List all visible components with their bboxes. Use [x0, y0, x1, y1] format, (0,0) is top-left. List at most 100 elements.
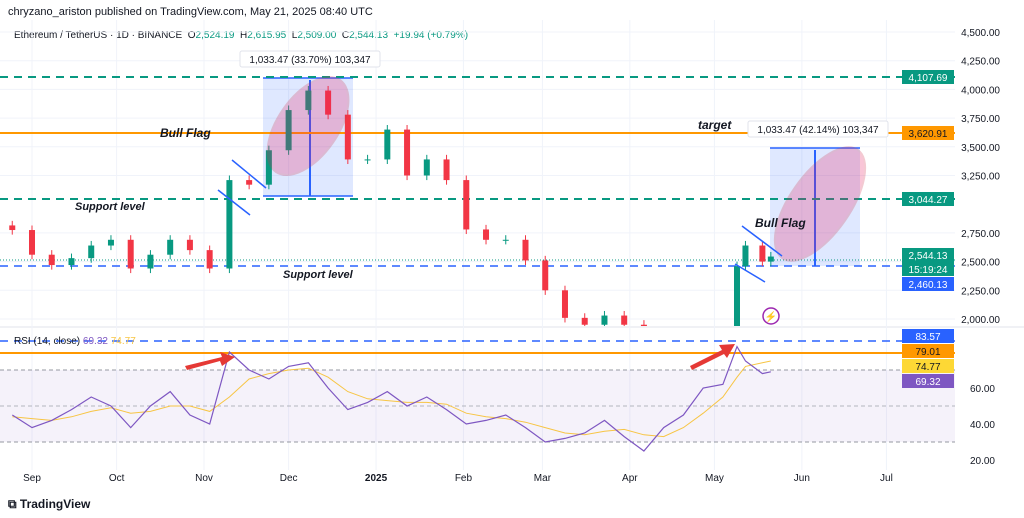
- candle[interactable]: [206, 250, 213, 269]
- x-tick-label: Jun: [794, 473, 810, 484]
- red-arrow-icon: [185, 352, 235, 370]
- candle[interactable]: [759, 245, 766, 262]
- candle[interactable]: [601, 315, 608, 325]
- candle[interactable]: [344, 114, 351, 160]
- rsi-legend[interactable]: RSI (14, close) 69.32 74.77: [14, 336, 136, 347]
- candle[interactable]: [640, 324, 647, 371]
- candle[interactable]: [542, 260, 549, 291]
- candle[interactable]: [186, 239, 193, 251]
- rsi-line: [11, 345, 771, 452]
- candle[interactable]: [767, 256, 774, 262]
- tradingview-icon: ⧉: [8, 497, 17, 511]
- candle[interactable]: [265, 150, 272, 185]
- x-tick-label: Mar: [534, 473, 552, 484]
- candle[interactable]: [700, 342, 706, 359]
- candle[interactable]: [423, 159, 430, 176]
- rsi-legend-label: RSI (14, close): [14, 336, 81, 347]
- close-label: C: [341, 30, 350, 41]
- flag-line-4[interactable]: [734, 263, 766, 283]
- price-label-bg: [902, 262, 954, 276]
- candle[interactable]: [9, 225, 16, 231]
- candle[interactable]: [285, 110, 292, 151]
- candle[interactable]: [325, 90, 332, 115]
- candle[interactable]: [463, 180, 470, 230]
- highlight-ellipse-left[interactable]: [251, 63, 364, 189]
- candle[interactable]: [29, 230, 35, 255]
- candle[interactable]: [742, 245, 749, 267]
- y-tick-label: 2,250.00: [961, 286, 1000, 297]
- target-label: target: [698, 118, 732, 132]
- tradingview-logo[interactable]: ⧉ TradingView: [8, 497, 90, 512]
- x-tick-label: Sep: [23, 473, 41, 484]
- candle[interactable]: [522, 239, 529, 261]
- support-label-2: Support level: [283, 269, 354, 281]
- highlight-ellipse-right[interactable]: [758, 133, 883, 276]
- x-tick-label: Oct: [109, 473, 125, 484]
- price-label: 2,460.13: [909, 280, 948, 291]
- high-value: 2,615.95: [247, 30, 287, 41]
- candle[interactable]: [734, 266, 740, 342]
- candle[interactable]: [720, 342, 726, 343]
- candle[interactable]: [364, 159, 371, 161]
- candle[interactable]: [404, 129, 411, 176]
- rsi-tick-label: 60.00: [970, 384, 995, 395]
- candle[interactable]: [127, 239, 134, 269]
- y-tick-label: 4,000.00: [961, 85, 1000, 96]
- y-tick-label: 2,500.00: [961, 258, 1000, 269]
- low-value: 2,509.00: [297, 30, 337, 41]
- price-label-bg: [902, 374, 954, 388]
- candle[interactable]: [167, 239, 174, 255]
- symbol-name: Ethereum / TetherUS · 1D · BINANCE: [14, 30, 183, 41]
- open-label: O: [187, 30, 196, 41]
- candle[interactable]: [483, 229, 490, 240]
- price-label-bg: [902, 344, 954, 358]
- symbol-legend: Ethereum / TetherUS · 1D · BINANCE O2,52…: [14, 30, 468, 41]
- candle[interactable]: [246, 180, 253, 185]
- bull-flag-label-2: Bull Flag: [755, 216, 806, 230]
- flag-line-2[interactable]: [217, 189, 251, 216]
- support-label-1: Support level: [75, 201, 146, 213]
- y-tick-label: 3,250.00: [961, 172, 1000, 183]
- candle[interactable]: [88, 245, 95, 259]
- price-label: 79.01: [915, 347, 940, 358]
- price-label: 74.77: [915, 362, 940, 373]
- candle[interactable]: [443, 159, 450, 181]
- lightning-icon[interactable]: [762, 307, 780, 325]
- candle[interactable]: [621, 315, 628, 325]
- flag-line-3[interactable]: [741, 225, 783, 257]
- y-tick-label: 3,750.00: [961, 114, 1000, 125]
- price-label-bg: [902, 126, 954, 140]
- flag-line-1[interactable]: [231, 159, 267, 189]
- y-tick-label: 3,500.00: [961, 143, 1000, 154]
- candle[interactable]: [48, 254, 55, 266]
- price-label: 3,620.91: [909, 129, 948, 140]
- y-tick-label: 2,000.00: [961, 315, 1000, 326]
- candle[interactable]: [384, 129, 391, 160]
- price-label: 3,044.27: [909, 195, 948, 206]
- price-label: 4,107.69: [909, 73, 948, 84]
- lightning-glyph: ⚡: [765, 310, 777, 323]
- measure-label-left-bg: [239, 50, 381, 68]
- price-label: 15:19:24: [909, 265, 948, 276]
- candle[interactable]: [581, 317, 588, 325]
- candle[interactable]: [107, 239, 114, 246]
- y-tick-label: 2,750.00: [961, 229, 1000, 240]
- measure-label-left: 1,033.47 (33.70%) 103,347: [249, 55, 371, 66]
- candle[interactable]: [226, 180, 233, 269]
- rsi-tick-label: 40.00: [970, 420, 995, 431]
- candle[interactable]: [68, 258, 75, 266]
- candle[interactable]: [305, 90, 312, 111]
- candle[interactable]: [561, 290, 568, 318]
- candle[interactable]: [680, 359, 686, 365]
- measure-label-right-bg: [747, 120, 889, 138]
- price-label: 83.57: [915, 332, 940, 343]
- x-tick-label: Dec: [280, 473, 298, 484]
- price-label-bg: [902, 329, 954, 343]
- candle[interactable]: [147, 254, 154, 269]
- candle[interactable]: [502, 239, 509, 241]
- rsi-legend-ma: 74.77: [110, 336, 136, 347]
- close-value: 2,544.13: [349, 30, 389, 41]
- price-label-bg: [902, 277, 954, 291]
